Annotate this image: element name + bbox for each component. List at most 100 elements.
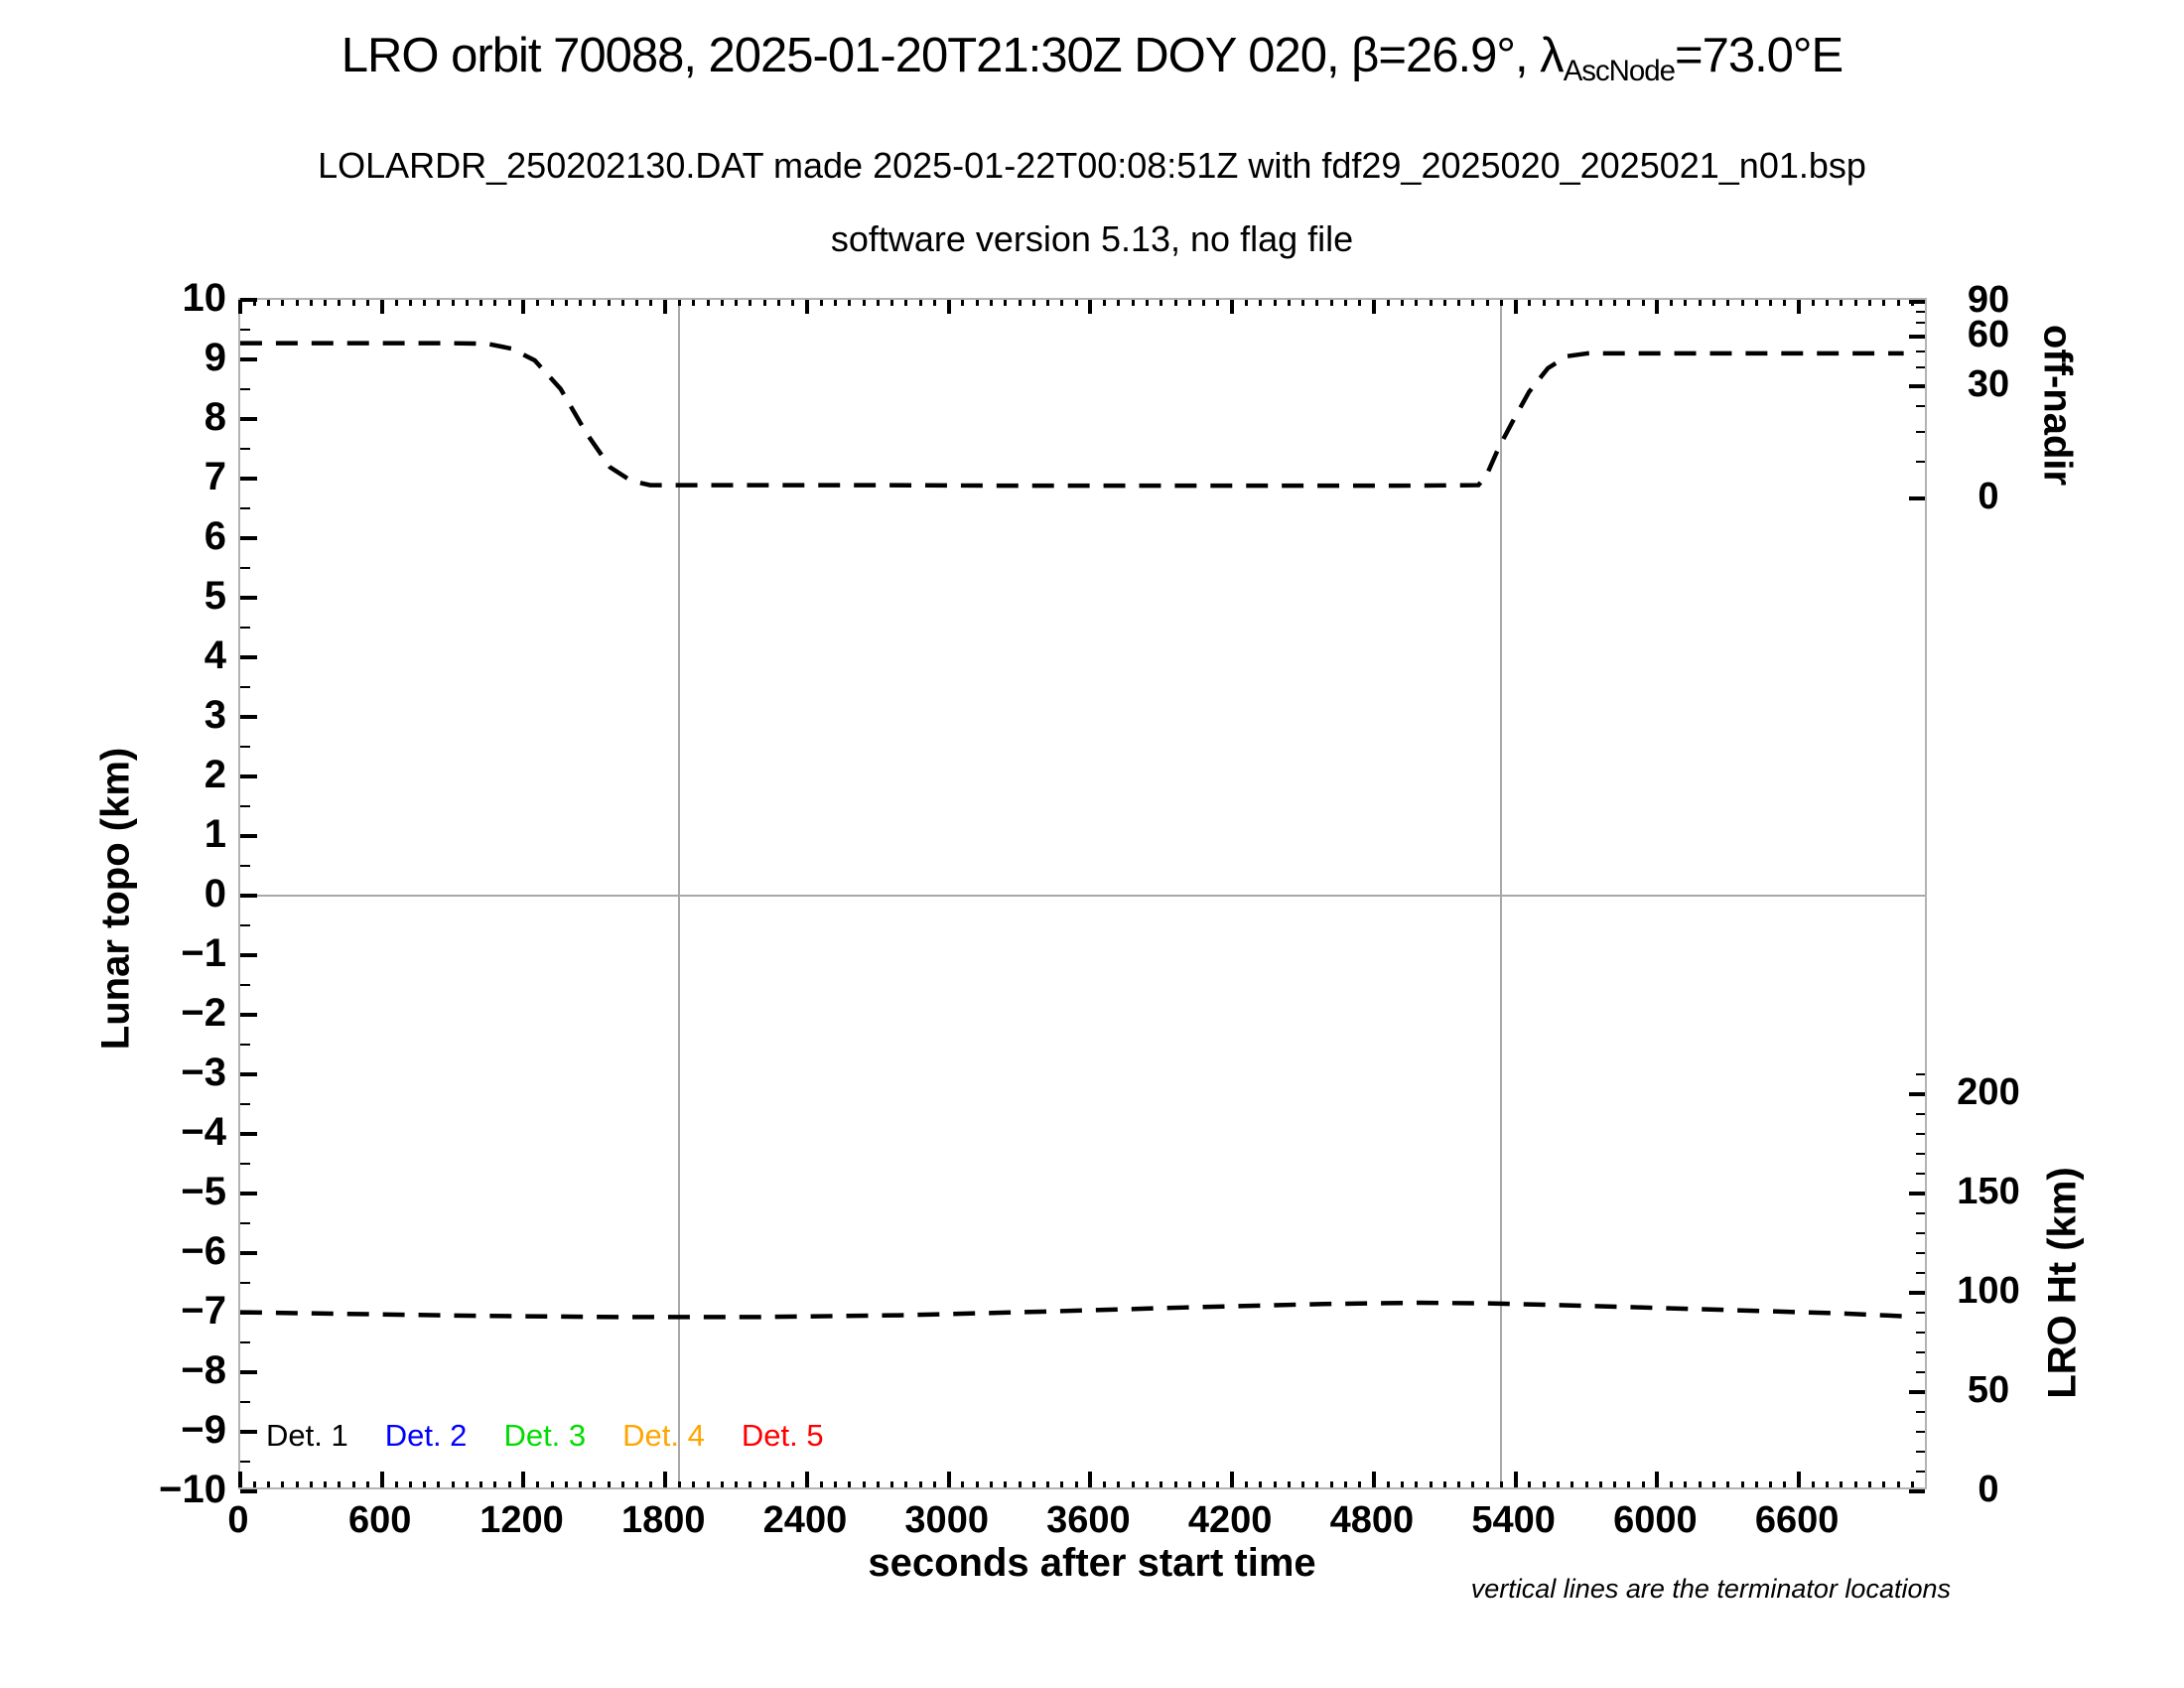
bottom-axis-tick (338, 1481, 341, 1487)
bottom-axis-tick (365, 1481, 369, 1487)
left-axis-tick (240, 1489, 257, 1493)
bottom-axis-tick (876, 1481, 880, 1487)
top-axis-tick (1542, 300, 1546, 306)
bottom-axis-tick (635, 1481, 639, 1487)
terminator-line (1500, 300, 1503, 1487)
off-nadir-tick-label: 90 (1967, 279, 2010, 322)
bottom-axis-tick (1570, 1481, 1574, 1487)
top-axis-tick (1740, 300, 1744, 306)
lro-ht-tick (1916, 1331, 1925, 1335)
top-axis-tick (1797, 300, 1802, 314)
bottom-axis-tick (1273, 1481, 1277, 1487)
left-tick-label: −6 (181, 1229, 226, 1273)
top-axis-tick (465, 300, 469, 306)
left-axis-tick (240, 1400, 250, 1404)
bottom-axis-tick (961, 1481, 965, 1487)
bottom-axis-tick (493, 1481, 497, 1487)
top-axis-tick (749, 300, 752, 306)
bottom-axis-tick (1060, 1481, 1064, 1487)
top-axis-tick (1598, 300, 1602, 306)
left-axis-tick (240, 477, 257, 481)
top-axis-tick (1726, 300, 1730, 306)
terminator-line (678, 300, 681, 1487)
bottom-axis-tick (1216, 1481, 1220, 1487)
bottom-axis-tick (762, 1481, 766, 1487)
top-axis-tick (862, 300, 866, 306)
bottom-axis-tick (1896, 1481, 1900, 1487)
off-nadir-tick (1916, 310, 1925, 314)
top-axis-tick (521, 300, 526, 314)
bottom-axis-tick (1371, 1472, 1376, 1487)
top-axis-tick (1018, 300, 1022, 306)
lro-height-curve (239, 1300, 1909, 1320)
left-axis-tick (240, 655, 257, 659)
left-axis-tick (240, 1251, 257, 1255)
bottom-axis-tick (1528, 1481, 1532, 1487)
top-axis-tick (1031, 300, 1035, 306)
top-axis-tick (663, 300, 668, 314)
top-axis-tick (1853, 300, 1857, 306)
bottom-axis-tick (862, 1481, 866, 1487)
bottom-axis-tick (1670, 1481, 1674, 1487)
top-axis-tick (1698, 300, 1702, 306)
bottom-axis-tick (1146, 1481, 1150, 1487)
lro-ht-tick (1916, 1470, 1925, 1474)
left-tick-label: −9 (181, 1408, 226, 1452)
left-tick-label: −1 (181, 931, 226, 975)
top-axis-tick (1627, 300, 1631, 306)
bottom-axis-tick (776, 1481, 780, 1487)
bottom-axis-tick (1358, 1481, 1362, 1487)
top-axis-tick (1556, 300, 1560, 306)
left-tick-label: −5 (181, 1170, 226, 1213)
legend-item-det-1: Det. 1 (266, 1418, 348, 1453)
bottom-axis-tick (1259, 1481, 1263, 1487)
top-axis-tick (1570, 300, 1574, 306)
bottom-axis-tick (1386, 1481, 1390, 1487)
bottom-axis-tick (1442, 1481, 1446, 1487)
bottom-axis-tick (1797, 1472, 1802, 1487)
lro-ht-tick (1916, 1112, 1925, 1116)
bottom-axis-tick (1230, 1472, 1235, 1487)
left-axis-tick (240, 774, 257, 778)
bottom-axis-tick (918, 1481, 922, 1487)
lro-ht-tick (1916, 1072, 1925, 1076)
lro-ht-tick-label: 100 (1957, 1270, 2020, 1312)
lro-ht-tick (1916, 1450, 1925, 1454)
top-axis-tick (252, 300, 256, 306)
top-axis-tick (834, 300, 837, 306)
bottom-axis-tick (607, 1481, 611, 1487)
bottom-axis-tick (521, 1472, 526, 1487)
x-tick-label: 1800 (620, 1499, 706, 1541)
top-axis-tick (238, 300, 242, 314)
off-nadir-tick (1916, 365, 1925, 369)
x-tick-label: 6600 (1754, 1499, 1840, 1541)
top-axis-tick (1146, 300, 1150, 306)
top-axis-tick (776, 300, 780, 306)
left-axis-tick (240, 923, 250, 927)
left-axis-tick (240, 804, 250, 808)
left-axis-tick (240, 715, 257, 719)
bottom-axis-tick (295, 1481, 299, 1487)
top-axis-tick (762, 300, 766, 306)
left-axis-tick (240, 506, 250, 510)
bottom-axis-tick (1457, 1481, 1461, 1487)
bottom-axis-tick (1811, 1481, 1815, 1487)
left-axis-tick (240, 834, 257, 838)
x-tick-label: 0 (227, 1499, 249, 1541)
top-axis-tick (635, 300, 639, 306)
top-axis-tick (394, 300, 398, 306)
bottom-axis-tick (890, 1481, 894, 1487)
off-nadir-tick (1916, 321, 1925, 325)
lro-ht-tick (1916, 1132, 1925, 1136)
left-axis-tick (240, 298, 257, 302)
lro-ht-tick (1916, 1211, 1925, 1215)
off-nadir-tick (1916, 430, 1925, 434)
top-axis-tick (1471, 300, 1475, 306)
top-axis-tick (1613, 300, 1617, 306)
x-tick-label: 4800 (1329, 1499, 1415, 1541)
lro-ht-tick-label: 0 (1978, 1469, 1999, 1510)
left-tick-label: 9 (204, 336, 226, 379)
bottom-axis-tick (1627, 1481, 1631, 1487)
bottom-axis-tick (1783, 1481, 1787, 1487)
